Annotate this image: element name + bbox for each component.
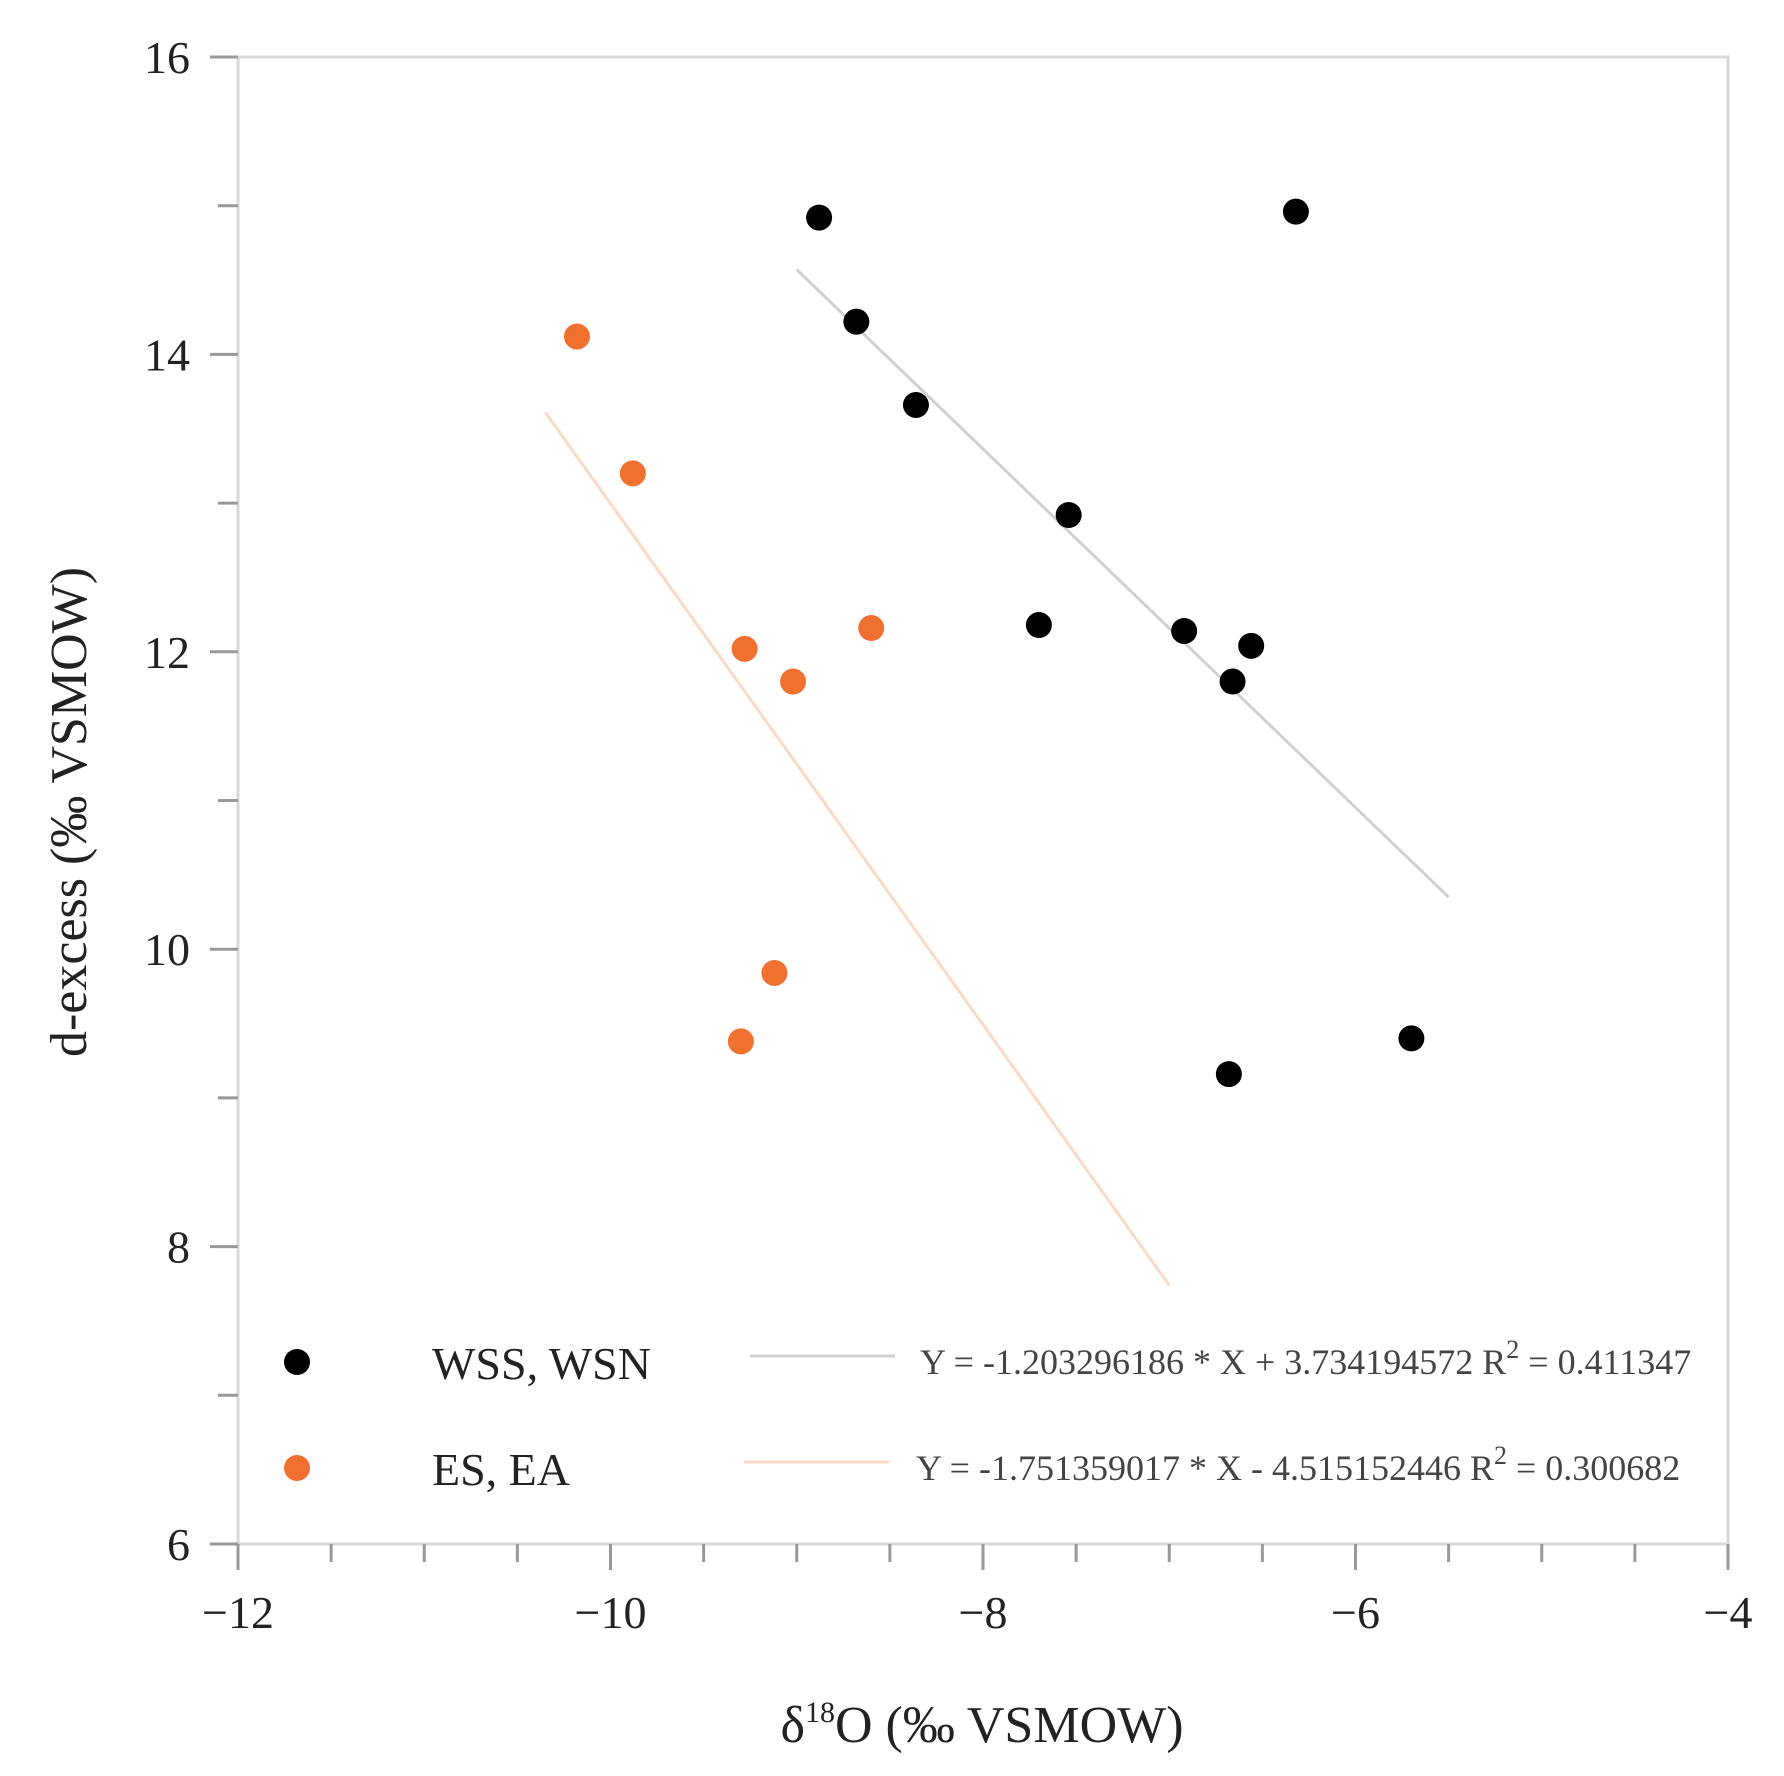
data-point-series-1 <box>1219 668 1246 695</box>
data-point-series-1 <box>1055 501 1082 528</box>
legend: WSS, WSN Y = -1.203296186 * X + 3.7341945… <box>284 1335 1691 1495</box>
trendline-1 <box>795 268 1450 899</box>
legend-marker-2 <box>284 1455 310 1481</box>
y-tick-label: 12 <box>144 627 190 678</box>
legend-marker-1 <box>284 1349 310 1375</box>
data-point-series-1 <box>902 391 929 418</box>
data-point-series-1 <box>1398 1025 1425 1052</box>
data-point-series-2 <box>761 959 788 986</box>
y-tick-label: 10 <box>144 924 190 975</box>
equation-r2-value: = 0.300682 <box>1507 1448 1680 1488</box>
y-tick-label: 16 <box>144 32 190 83</box>
x-tick-label: −12 <box>202 1587 274 1638</box>
equation-text: Y = -1.203296186 * X + 3.734194572 R <box>920 1342 1506 1382</box>
legend-equation-1: Y = -1.203296186 * X + 3.734194572 R2 = … <box>920 1335 1691 1382</box>
equation-text: Y = -1.751359017 * X - 4.515152446 R <box>916 1448 1494 1488</box>
x-axis-title-sup: 18 <box>805 1696 835 1729</box>
trendlines <box>544 268 1450 1287</box>
equation-r2-sup: 2 <box>1506 1335 1519 1364</box>
x-axis-title-rest: O (‰ VSMOW) <box>835 1697 1184 1754</box>
data-point-series-2 <box>619 460 646 487</box>
equation-r2-value: = 0.411347 <box>1519 1342 1691 1382</box>
data-point-series-1 <box>1025 612 1052 639</box>
axis-ticks: −12 −10 −8 −6 −4 6 8 10 12 14 16 <box>144 32 1752 1638</box>
legend-equation-2: Y = -1.751359017 * X - 4.515152446 R2 = … <box>916 1441 1680 1488</box>
data-points <box>563 198 1425 1088</box>
data-point-series-2 <box>780 668 807 695</box>
legend-label-2: ES, EA <box>432 1444 570 1495</box>
data-point-series-1 <box>843 308 870 335</box>
x-tick-label: −4 <box>1704 1587 1753 1638</box>
data-point-series-2 <box>563 323 590 350</box>
y-axis-title: d-excess (‰ VSMOW) <box>41 567 98 1057</box>
plot-frame <box>236 55 1730 1546</box>
data-point-series-1 <box>1238 632 1265 659</box>
x-tick-label: −8 <box>959 1587 1008 1638</box>
data-point-series-1 <box>1171 617 1198 644</box>
data-point-series-1 <box>1282 198 1309 225</box>
data-point-series-2 <box>727 1028 754 1055</box>
trendline-2 <box>544 411 1171 1287</box>
data-point-series-1 <box>806 204 833 231</box>
x-tick-label: −10 <box>575 1587 647 1638</box>
data-point-series-1 <box>1215 1061 1242 1088</box>
x-axis-title: δ18O (‰ VSMOW) <box>780 1696 1183 1754</box>
equation-r2-sup: 2 <box>1494 1441 1507 1470</box>
x-tick-label: −6 <box>1331 1587 1380 1638</box>
y-tick-label: 6 <box>167 1519 190 1570</box>
plot-border <box>236 55 1730 1546</box>
y-tick-label: 14 <box>144 329 190 380</box>
data-point-series-2 <box>731 635 758 662</box>
x-axis-title-prefix: δ <box>780 1697 805 1754</box>
y-tick-label: 8 <box>167 1222 190 1273</box>
data-point-series-2 <box>858 615 885 642</box>
legend-label-1: WSS, WSN <box>432 1338 651 1389</box>
